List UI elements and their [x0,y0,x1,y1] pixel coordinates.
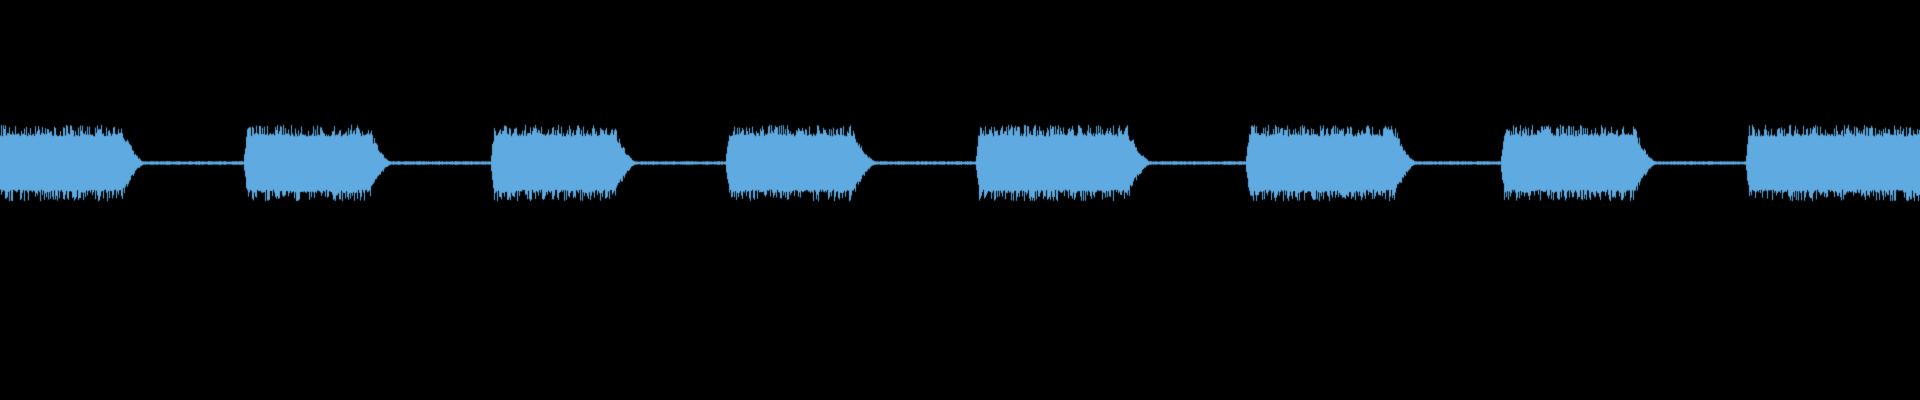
waveform-viewer [0,0,1920,400]
audio-waveform-canvas[interactable] [0,0,1920,400]
